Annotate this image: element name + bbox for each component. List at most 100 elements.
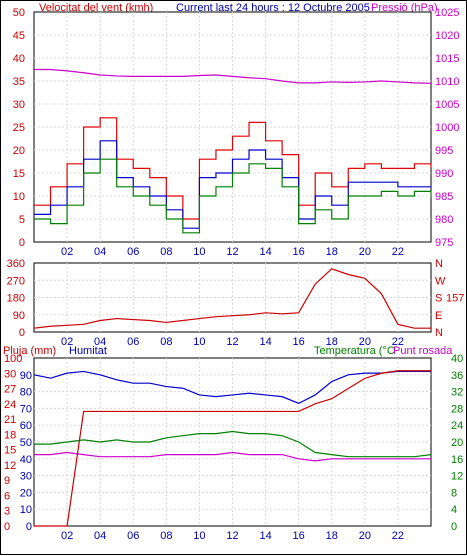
direction-y-tick-label: 360: [7, 258, 25, 270]
wind-y-tick-label: 10: [13, 191, 25, 203]
humidity-y-tick-label: 40: [20, 454, 32, 466]
wind-x-tick-label: 22: [392, 246, 404, 258]
temperature-y-tick-label: 0: [451, 521, 457, 533]
rain-y-tick-label: 12: [4, 460, 16, 472]
direction-x-tick-label: 16: [293, 336, 305, 348]
temperature-y-tick-label: 40: [451, 353, 463, 365]
rain-y-tick-label: 15: [4, 445, 16, 457]
rain-y-tick-label: 9: [4, 475, 10, 487]
wind-y-tick-label: 20: [13, 145, 25, 157]
rain-y-tick-label: 100: [4, 353, 22, 365]
direction-x-tick-label: 12: [226, 336, 238, 348]
humidity-y-tick-label: 90: [20, 370, 32, 382]
wind-x-tick-label: 10: [193, 246, 205, 258]
direction-compass-label: W: [435, 275, 446, 287]
rain-title: Pluja (mm): [3, 345, 56, 357]
temperature-y-tick-label: 12: [451, 471, 463, 483]
humid-x-tick-label: 18: [326, 530, 338, 542]
humid-x-tick-label: 04: [94, 530, 106, 542]
rain-y-tick-label: 6: [4, 490, 10, 502]
rain-y-tick-label: 18: [4, 429, 16, 441]
pressure-title: Pressió (hPa): [371, 2, 438, 14]
direction-current-value: 157: [446, 293, 464, 305]
wind-x-tick-label: 02: [61, 246, 73, 258]
pressure-y-tick-label: 1020: [435, 30, 459, 42]
direction-x-tick-label: 20: [359, 336, 371, 348]
temperature-y-tick-label: 32: [451, 387, 463, 399]
pressure-y-tick-label: 980: [435, 214, 453, 226]
wind-y-tick-label: 0: [19, 237, 25, 249]
humid-x-tick-label: 08: [160, 530, 172, 542]
rain-y-tick-label: 0: [4, 521, 10, 533]
humidity-y-tick-label: 0: [26, 521, 32, 533]
direction-x-tick-label: 02: [61, 336, 73, 348]
wind-y-tick-label: 15: [13, 168, 25, 180]
wind-x-tick-label: 20: [359, 246, 371, 258]
wind-y-tick-label: 25: [13, 122, 25, 134]
chart-title: Current last 24 hours : 12 Octubre 2005: [176, 2, 370, 14]
temperature-y-tick-label: 4: [451, 504, 457, 516]
direction-y-tick-label: 0: [19, 327, 25, 339]
direction-x-tick-label: 08: [160, 336, 172, 348]
temperature-series: [34, 430, 432, 458]
rain-y-tick-label: 21: [4, 414, 16, 426]
direction-x-tick-label: 22: [392, 336, 404, 348]
direction-x-tick-label: 06: [127, 336, 139, 348]
humidity-y-tick-label: 20: [20, 487, 32, 499]
pressure-y-tick-label: 1000: [435, 122, 459, 134]
temperature-y-tick-label: 36: [451, 370, 463, 382]
wind-x-tick-label: 12: [226, 246, 238, 258]
wind-x-tick-label: 14: [259, 246, 271, 258]
direction-x-tick-label: 10: [193, 336, 205, 348]
humidity-y-tick-label: 50: [20, 437, 32, 449]
temperature-title: Temperatura (°C: [314, 345, 395, 357]
wind-x-tick-label: 16: [293, 246, 305, 258]
direction-x-tick-label: 04: [94, 336, 106, 348]
temperature-y-tick-label: 8: [451, 487, 457, 499]
wind-x-tick-label: 08: [160, 246, 172, 258]
rain-y-tick-label: 3: [4, 506, 10, 518]
rain-y-tick-label: 27: [4, 384, 16, 396]
direction-y-tick-label: 270: [7, 275, 25, 287]
humidity-title: Humitat: [69, 345, 107, 357]
pressure-y-tick-label: 975: [435, 237, 453, 249]
direction-x-tick-label: 14: [259, 336, 271, 348]
pressure-y-tick-label: 1025: [435, 7, 459, 19]
wind-y-tick-label: 30: [13, 99, 25, 111]
humid-x-tick-label: 16: [293, 530, 305, 542]
temperature-y-tick-label: 16: [451, 454, 463, 466]
humidity-y-tick-label: 70: [20, 403, 32, 415]
dewpoint-series: [34, 451, 431, 462]
pressure-y-tick-label: 1005: [435, 99, 459, 111]
direction-compass-label: E: [435, 310, 442, 322]
wind-y-tick-label: 5: [19, 214, 25, 226]
pressure-y-tick-label: 1015: [435, 53, 459, 65]
wind-x-tick-label: 04: [94, 246, 106, 258]
temperature-y-tick-label: 28: [451, 403, 463, 415]
rain-series: [34, 370, 431, 527]
wind-y-tick-label: 50: [13, 7, 25, 19]
humidity-y-tick-label: 10: [20, 504, 32, 516]
pressure-y-tick-label: 990: [435, 168, 453, 180]
humid-x-tick-label: 06: [127, 530, 139, 542]
temperature-y-tick-label: 20: [451, 437, 463, 449]
humidity-y-tick-label: 80: [20, 387, 32, 399]
direction-compass-label: N: [435, 258, 443, 270]
humid-x-tick-label: 12: [226, 530, 238, 542]
humid-x-tick-label: 20: [359, 530, 371, 542]
wind-y-tick-label: 40: [13, 53, 25, 65]
direction-x-tick-label: 18: [326, 336, 338, 348]
direction-compass-label: N: [435, 327, 443, 339]
direction-series: [33, 268, 431, 329]
wind-mid-series: [34, 140, 431, 229]
wind-speed-title: Velocitat del vent (kmh): [39, 2, 153, 14]
humid-x-tick-label: 02: [61, 530, 73, 542]
humid-x-tick-label: 22: [392, 530, 404, 542]
wind-average-series: [34, 158, 432, 234]
wind-y-tick-label: 35: [13, 76, 25, 88]
pressure-y-tick-label: 995: [435, 145, 453, 157]
wind-y-tick-label: 45: [13, 30, 25, 42]
pressure-y-tick-label: 1010: [435, 76, 459, 88]
rain-y-tick-label: 24: [4, 399, 16, 411]
